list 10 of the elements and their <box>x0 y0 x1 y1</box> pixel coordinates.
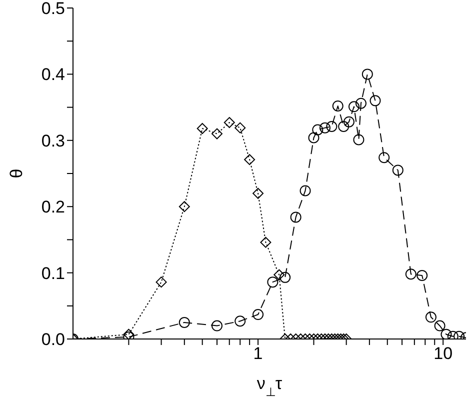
x-axis-title: ν$_{⊥}$τ <box>256 374 282 397</box>
x-tick-label: 10 <box>434 344 453 364</box>
x-tick-label: 1 <box>253 344 263 364</box>
y-tick-label: 0.2 <box>41 198 65 217</box>
y-tick-label: 0.4 <box>41 65 65 84</box>
y-axis-title: θ <box>7 168 26 178</box>
y-tick-label: 0.1 <box>41 264 65 283</box>
y-tick-label: 0.3 <box>41 131 65 150</box>
y-tick-label: 0.0 <box>41 330 65 350</box>
y-tick-label: 0.5 <box>41 0 65 18</box>
